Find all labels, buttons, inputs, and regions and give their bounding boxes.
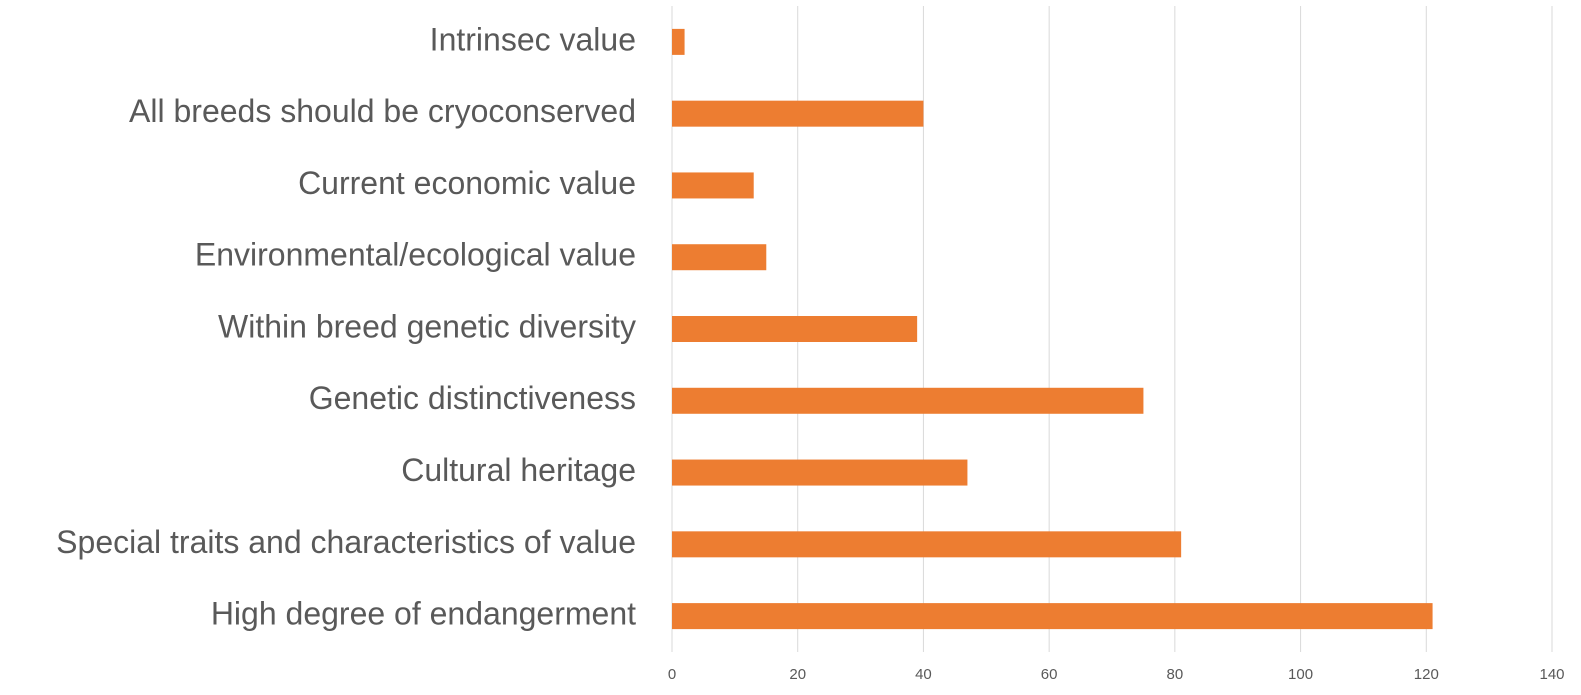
bar [672,459,968,486]
y-tick-label: High degree of endangerment [211,596,636,632]
x-tick-label: 120 [1414,666,1439,683]
bar [672,316,918,342]
y-tick-label: Special traits and characteristics of va… [56,524,636,560]
bar [672,28,685,55]
bar [672,244,767,271]
y-tick-label: Intrinsec value [430,21,636,57]
bar [672,100,924,127]
y-tick-label: Cultural heritage [401,452,636,488]
x-tick-label: 20 [789,666,806,683]
bar [672,172,754,199]
x-tick-label: 40 [915,666,932,683]
bar [672,603,1433,630]
bar [672,531,1182,558]
bar [672,387,1144,414]
x-tick-label: 0 [668,666,676,683]
y-tick-label: Within breed genetic diversity [218,308,636,344]
x-tick-label: 60 [1041,666,1058,683]
y-tick-label: Genetic distinctiveness [309,380,636,416]
x-tick-label: 140 [1539,666,1564,683]
x-tick-label: 80 [1167,666,1184,683]
y-tick-label: Environmental/ecological value [195,237,636,273]
y-tick-label: Current economic value [298,165,636,201]
x-tick-label: 100 [1288,666,1313,683]
y-tick-label: All breeds should be cryoconserved [129,93,636,129]
